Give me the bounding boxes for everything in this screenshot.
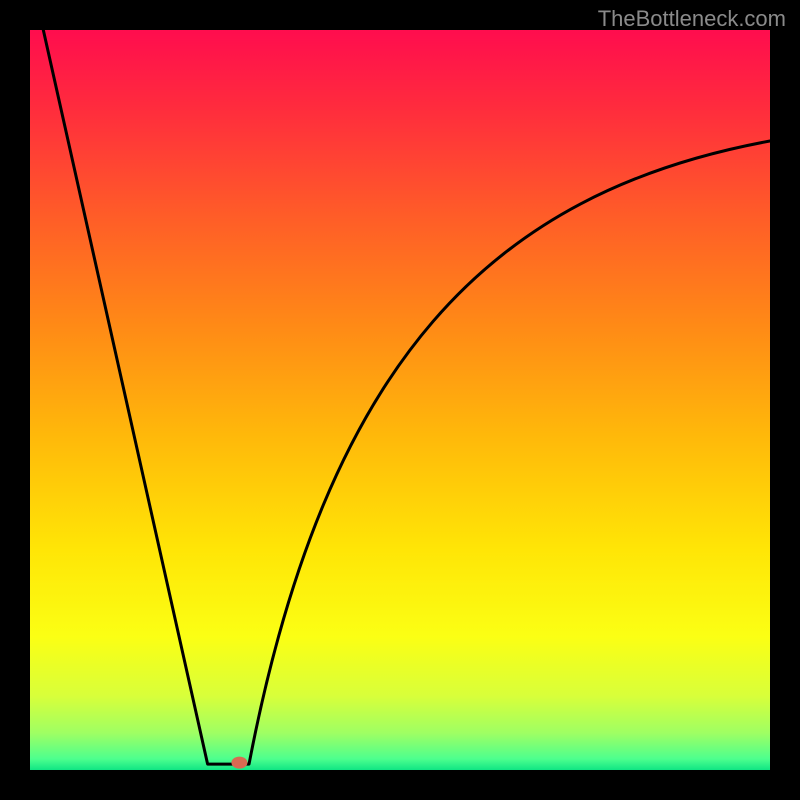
minimum-marker [231, 757, 247, 769]
bottleneck-curve [30, 30, 770, 770]
watermark-text: TheBottleneck.com [598, 6, 786, 32]
plot-area [30, 30, 770, 770]
